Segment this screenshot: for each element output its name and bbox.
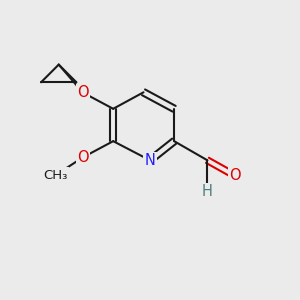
Text: O: O <box>77 85 89 100</box>
Text: H: H <box>202 184 213 199</box>
Text: O: O <box>77 150 89 165</box>
Text: N: N <box>145 153 155 168</box>
Text: CH₃: CH₃ <box>44 169 68 182</box>
Text: O: O <box>230 168 241 183</box>
